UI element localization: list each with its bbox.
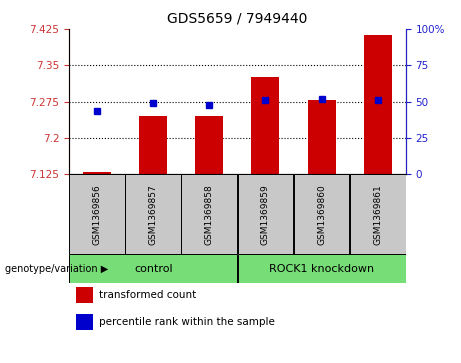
Text: GSM1369858: GSM1369858 [205,184,214,245]
Bar [76,314,93,330]
Bar [251,77,279,174]
Text: control: control [134,264,172,274]
Bar [307,100,336,174]
Text: GSM1369860: GSM1369860 [317,184,326,245]
Bar [69,174,125,254]
Bar [182,174,237,254]
Bar [350,174,406,254]
Title: GDS5659 / 7949440: GDS5659 / 7949440 [167,11,307,25]
Text: GSM1369859: GSM1369859 [261,184,270,245]
Bar [237,254,406,283]
Bar [69,254,237,283]
Bar [294,174,349,254]
Text: percentile rank within the sample: percentile rank within the sample [100,317,275,327]
Bar [364,35,392,174]
Text: ROCK1 knockdown: ROCK1 knockdown [269,264,374,274]
Text: GSM1369857: GSM1369857 [149,184,158,245]
Bar [195,116,224,174]
Bar [237,174,293,254]
Bar [76,287,93,303]
Bar [139,116,167,174]
Text: GSM1369856: GSM1369856 [93,184,102,245]
Bar [83,172,111,174]
Text: genotype/variation ▶: genotype/variation ▶ [5,264,108,274]
Text: GSM1369861: GSM1369861 [373,184,382,245]
Text: transformed count: transformed count [100,290,197,300]
Bar [125,174,181,254]
